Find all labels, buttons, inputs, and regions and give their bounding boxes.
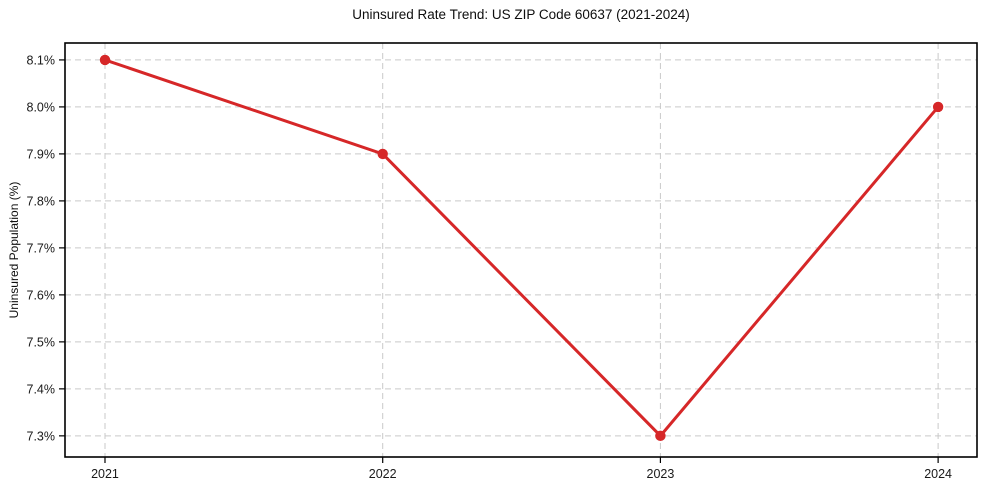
y-tick-label: 7.9% (27, 147, 56, 161)
y-tick-label: 7.4% (27, 382, 56, 396)
y-tick-label: 7.6% (27, 288, 56, 302)
data-point-marker (932, 101, 944, 113)
trend-line (103, 58, 940, 438)
y-tick-label: 8.1% (27, 53, 56, 67)
y-tick-label: 7.3% (27, 429, 56, 443)
x-tick-label: 2022 (369, 467, 397, 481)
chart-title: Uninsured Rate Trend: US ZIP Code 60637 … (352, 7, 690, 22)
data-point-marker (99, 54, 111, 66)
data-point-marker (377, 148, 388, 160)
y-tick-label: 8.0% (27, 100, 56, 114)
y-tick-label: 7.5% (27, 335, 56, 349)
y-tick-label: 7.8% (27, 194, 56, 208)
x-tick-label: 2021 (91, 467, 119, 481)
y-tick-label: 7.7% (27, 241, 56, 255)
data-point-marker (655, 430, 666, 442)
plot-border (64, 42, 978, 458)
x-tick-label: 2023 (647, 467, 675, 481)
x-tick-label: 2024 (924, 467, 952, 481)
